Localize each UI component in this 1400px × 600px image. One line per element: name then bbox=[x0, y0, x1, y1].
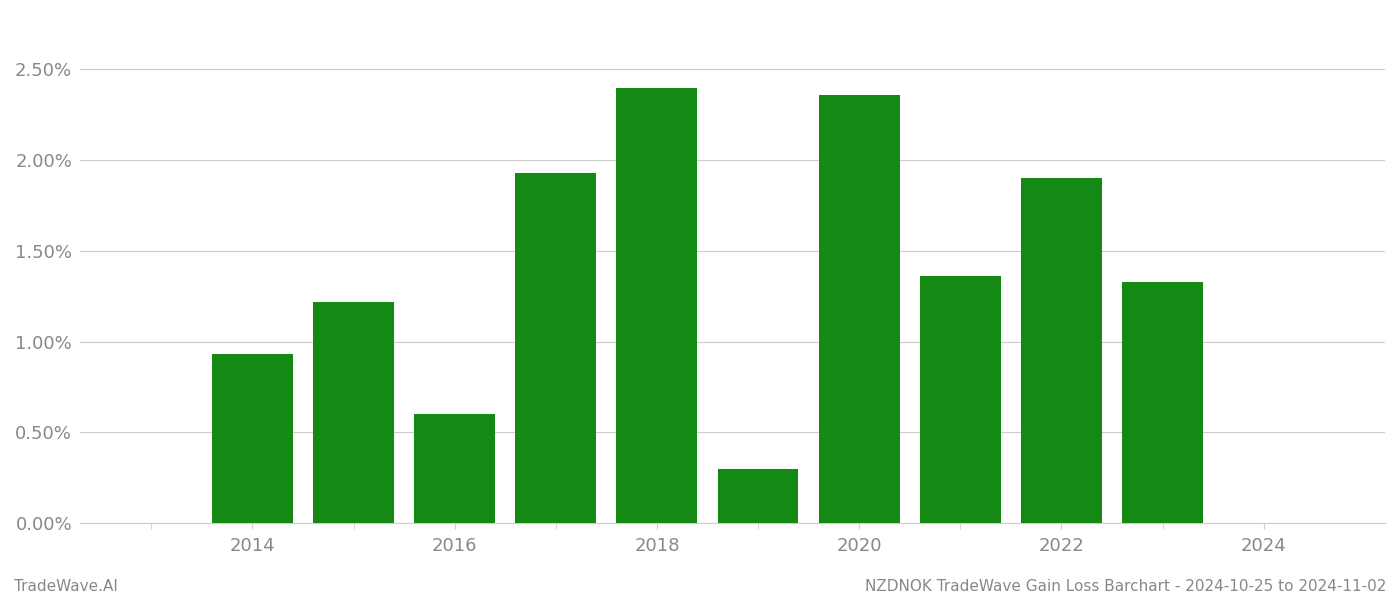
Bar bbox=[819, 95, 900, 523]
Bar bbox=[920, 277, 1001, 523]
Text: TradeWave.AI: TradeWave.AI bbox=[14, 579, 118, 594]
Text: NZDNOK TradeWave Gain Loss Barchart - 2024-10-25 to 2024-11-02: NZDNOK TradeWave Gain Loss Barchart - 20… bbox=[865, 579, 1386, 594]
Bar bbox=[616, 88, 697, 523]
Bar bbox=[1021, 178, 1102, 523]
Bar bbox=[414, 414, 496, 523]
Bar bbox=[211, 355, 293, 523]
Bar bbox=[314, 302, 393, 523]
Bar bbox=[515, 173, 596, 523]
Bar bbox=[1121, 282, 1203, 523]
Bar bbox=[718, 469, 798, 523]
